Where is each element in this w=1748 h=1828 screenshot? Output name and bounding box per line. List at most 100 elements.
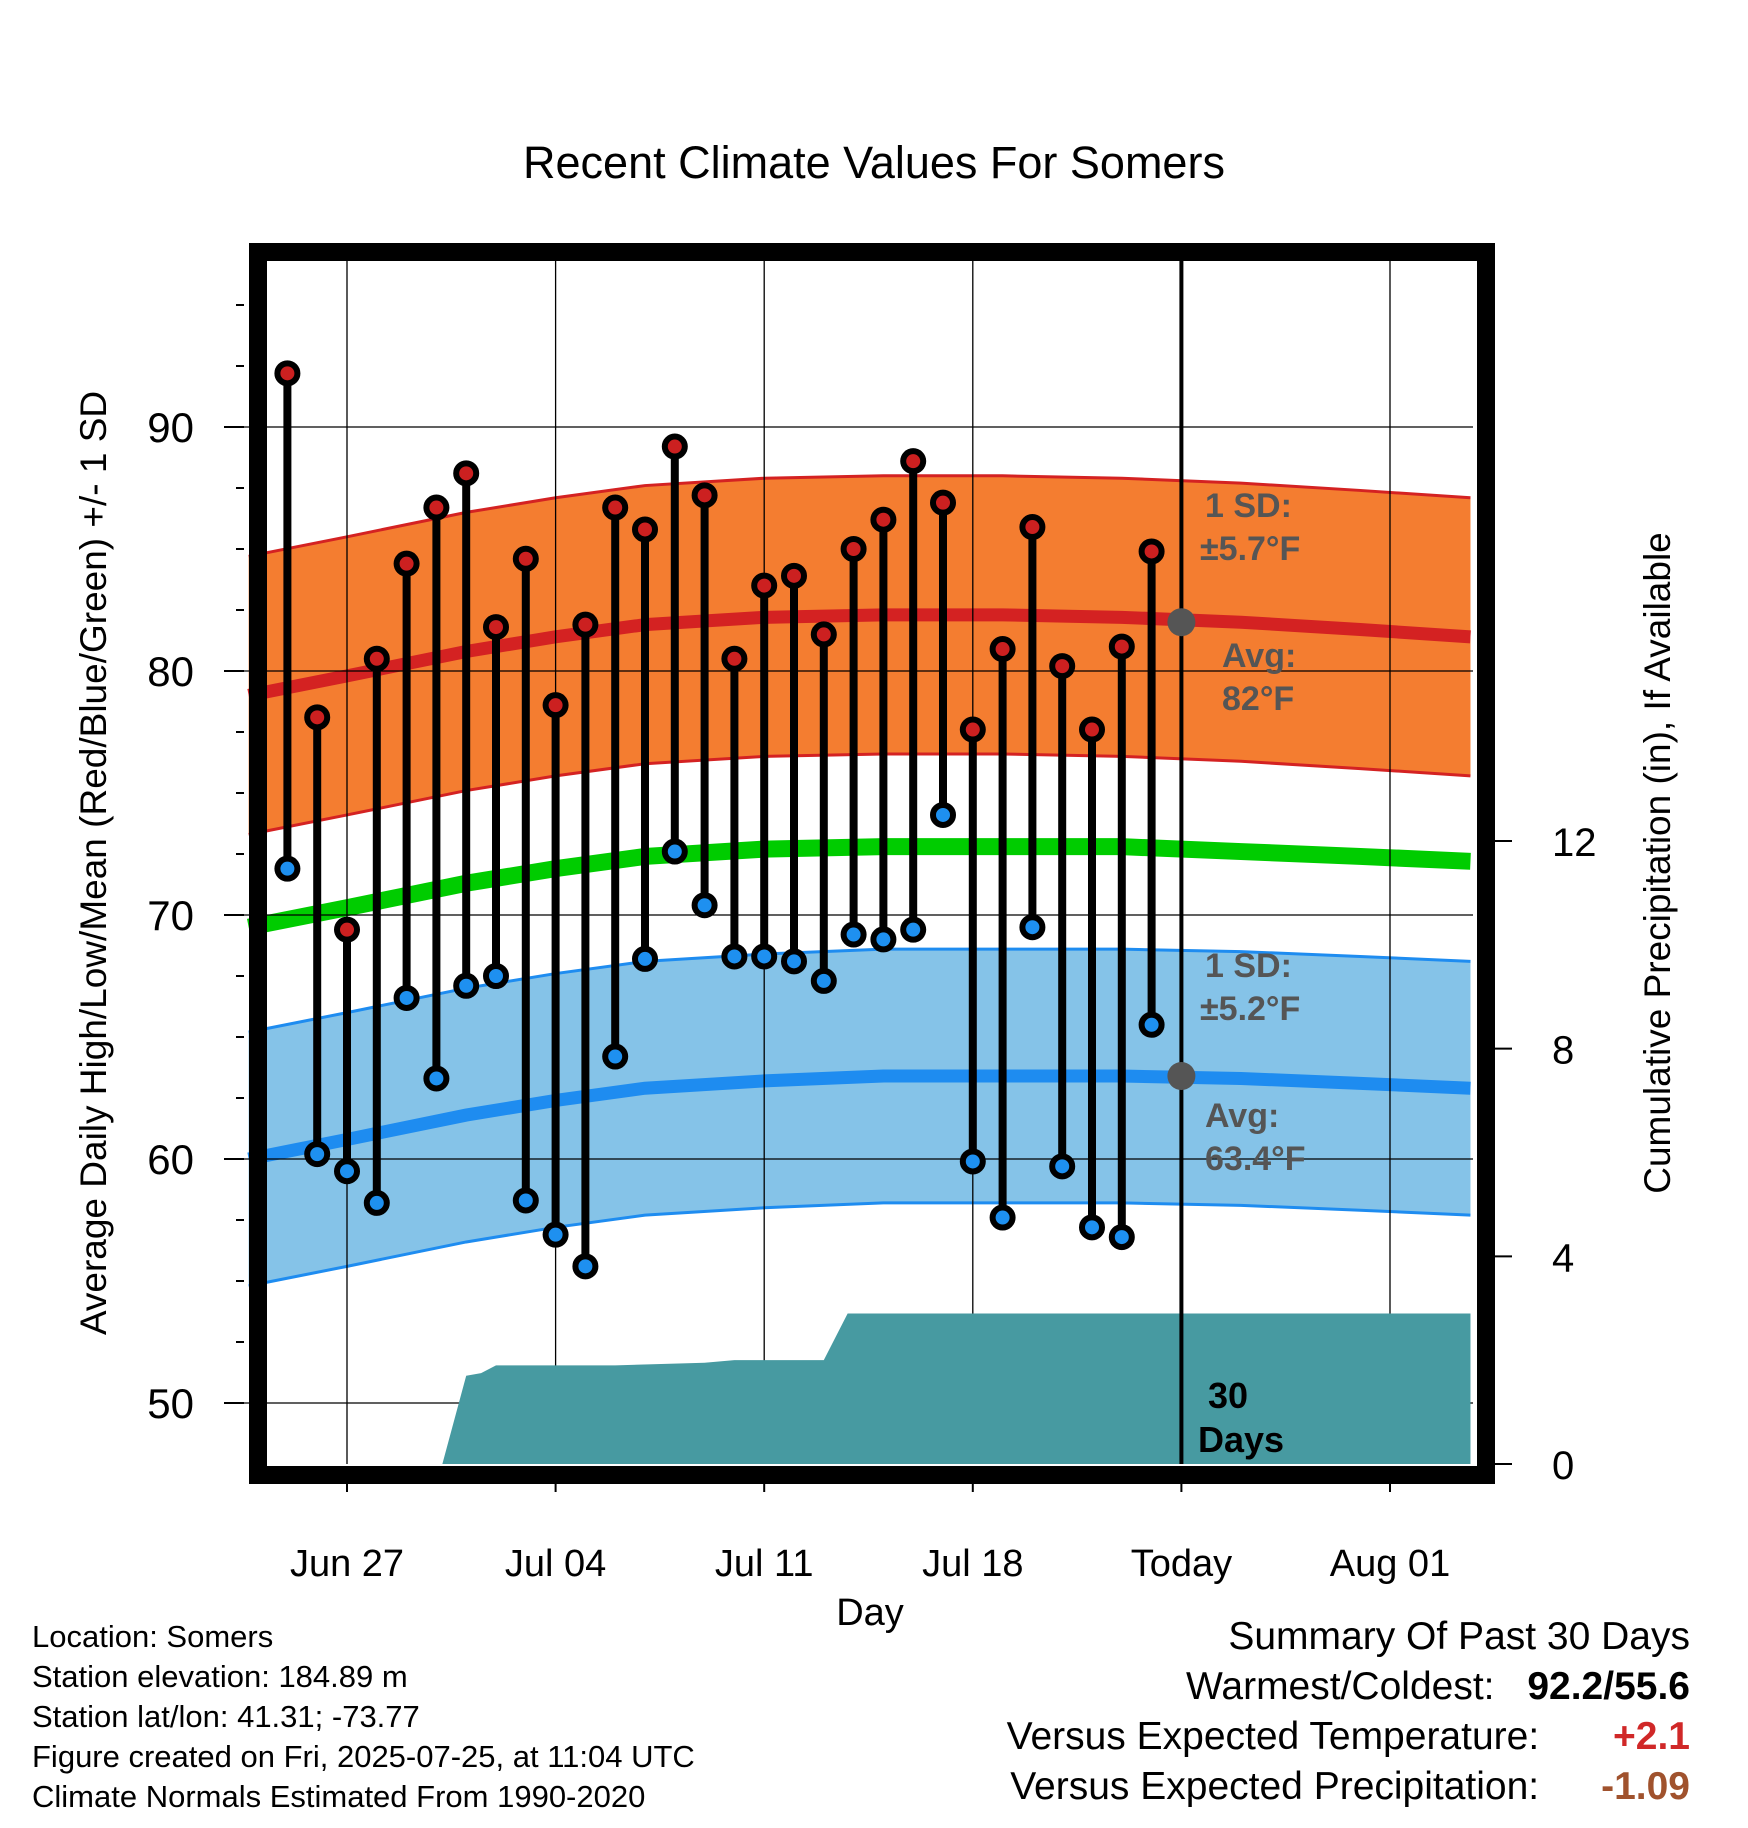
daily-low-point [930, 801, 956, 828]
annotations: 1 SD: ±5.7°F Avg: 82°F 1 SD: ±5.2°F Avg: 63.4°F… [147, 404, 1596, 1585]
daily-low-point [810, 967, 837, 994]
daily-high-point [661, 433, 688, 460]
low-lower-edge [248, 1201, 1471, 1288]
daily-high-point [840, 536, 867, 562]
daily-high-point [1049, 653, 1076, 680]
daily-high-point [393, 550, 420, 577]
daily-low-point [512, 1187, 539, 1214]
daily-low-point [423, 1065, 450, 1092]
daily-stems [283, 373, 1156, 1267]
daily-low-point [1049, 1153, 1076, 1180]
daily-high-point [751, 572, 778, 599]
daily-low-point [751, 943, 778, 970]
daily-low-point [483, 963, 509, 989]
daily-high-point [1108, 633, 1135, 660]
daily-high-point [781, 562, 807, 589]
daily-high-point [810, 621, 837, 648]
x-tick-label: Jul 18 [922, 1543, 1023, 1585]
high-sd-value: ±5.7°F [1200, 530, 1300, 568]
summary-precip: Versus Expected Precipitation: -1.09 [1007, 1762, 1690, 1812]
y2-tick-label: 12 [1552, 821, 1597, 865]
info-normals: Climate Normals Estimated From 1990-2020 [32, 1779, 646, 1814]
daily-high-point [900, 448, 927, 475]
today-low-avg-marker [1167, 1062, 1196, 1091]
daily-dots [274, 360, 1165, 1280]
high-avg-value: 82°F [1222, 680, 1294, 718]
high-avg-label: Avg: [1222, 637, 1296, 675]
today-days-label: Days [1198, 1419, 1284, 1460]
daily-low-point [1019, 914, 1046, 941]
today-days-number: 30 [1208, 1375, 1248, 1416]
daily-low-point [1138, 1011, 1165, 1038]
daily-high-point [721, 645, 748, 672]
warmest-label: Warmest/Coldest: [1186, 1665, 1495, 1708]
low-sd-value: ±5.2°F [1200, 990, 1300, 1028]
y-tick-label: 50 [147, 1380, 194, 1427]
daily-low-point [900, 916, 927, 943]
daily-low-point [1108, 1224, 1135, 1251]
temp-label: Versus Expected Temperature: [1006, 1715, 1540, 1758]
summary-temp: Versus Expected Temperature: +2.1 [1007, 1712, 1690, 1762]
y-tick-label: 60 [147, 1136, 194, 1183]
y-tick-label: 80 [147, 648, 194, 695]
y2-axis-label: Cumulative Precipitation (in), If Availa… [1637, 532, 1678, 1194]
daily-low-point [274, 855, 301, 882]
daily-high-point [1019, 514, 1046, 541]
daily-high-point [483, 614, 509, 641]
daily-low-point [453, 972, 480, 999]
daily-high-point [1138, 538, 1165, 565]
station-info: Location: Somers Station elevation: 184.… [32, 1617, 695, 1817]
x-tick-label: Jul 11 [715, 1543, 814, 1585]
x-tick-label: Today [1131, 1543, 1232, 1585]
daily-high-point [304, 704, 331, 731]
daily-high-point [274, 360, 301, 387]
summary-warmest: Warmest/Coldest: 92.2/55.6 [1007, 1662, 1690, 1712]
info-latlon: Station lat/lon: 41.31; -73.77 [32, 1699, 420, 1734]
chart-title: Recent Climate Values For Somers [523, 137, 1225, 188]
daily-low-point [661, 838, 688, 865]
daily-low-point [632, 945, 658, 972]
precip-label: Versus Expected Precipitation: [1010, 1765, 1540, 1808]
low-sd-label: 1 SD: [1205, 947, 1292, 985]
low-avg-line [247, 1069, 1471, 1166]
daily-low-point [572, 1253, 599, 1280]
daily-high-point [363, 645, 390, 672]
temp-value: +2.1 [1613, 1715, 1690, 1758]
daily-low-point [721, 943, 748, 970]
daily-high-point [602, 494, 629, 521]
high-upper-edge [248, 474, 1471, 558]
daily-high-point [959, 716, 986, 743]
daily-low-point [542, 1221, 569, 1248]
x-tick-label: Aug 01 [1330, 1543, 1450, 1585]
high-sd-label: 1 SD: [1205, 487, 1292, 525]
daily-high-point [572, 611, 599, 638]
x-tick-label: Jun 27 [290, 1543, 404, 1585]
y2-tick-label: 8 [1552, 1029, 1574, 1073]
daily-low-point [840, 921, 867, 948]
summary-panel: Summary Of Past 30 Days Warmest/Coldest:… [1007, 1612, 1690, 1812]
daily-high-point [1079, 716, 1105, 743]
info-elevation: Station elevation: 184.89 m [32, 1659, 408, 1694]
daily-high-point [691, 482, 718, 509]
daily-low-point [870, 926, 897, 953]
daily-high-point [512, 545, 539, 572]
low-avg-label: Avg: [1205, 1097, 1279, 1135]
daily-low-point [393, 984, 420, 1011]
high-avg-line [247, 608, 1471, 702]
summary-title: Summary Of Past 30 Days [1228, 1615, 1690, 1658]
info-created: Figure created on Fri, 2025-07-25, at 11… [32, 1739, 695, 1774]
daily-high-point [542, 692, 569, 719]
y2-tick-label: 4 [1552, 1236, 1574, 1280]
daily-high-point [930, 489, 956, 516]
daily-high-point [423, 494, 450, 521]
precip-cumulative-area [442, 1313, 1471, 1464]
daily-high-point [870, 506, 897, 533]
daily-low-point [602, 1043, 629, 1070]
daily-low-point [989, 1204, 1016, 1231]
y2-tick-label: 0 [1552, 1444, 1574, 1488]
axes [224, 243, 1512, 1492]
y-tick-label: 90 [147, 404, 194, 451]
info-location: Location: Somers [32, 1619, 274, 1654]
x-tick-label: Jul 04 [505, 1543, 606, 1585]
x-axis-label: Day [836, 1592, 904, 1634]
